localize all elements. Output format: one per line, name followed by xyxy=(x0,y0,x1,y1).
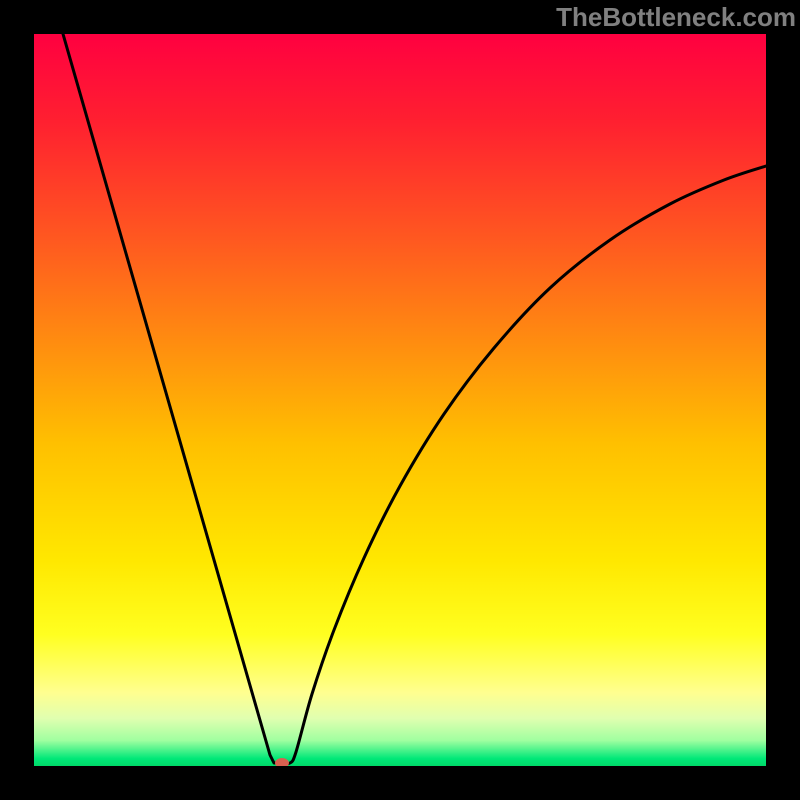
plot-svg xyxy=(34,34,766,766)
watermark-text: TheBottleneck.com xyxy=(556,2,796,33)
gradient-background xyxy=(34,34,766,766)
chart-container: TheBottleneck.com xyxy=(0,0,800,800)
plot-area xyxy=(34,34,766,766)
